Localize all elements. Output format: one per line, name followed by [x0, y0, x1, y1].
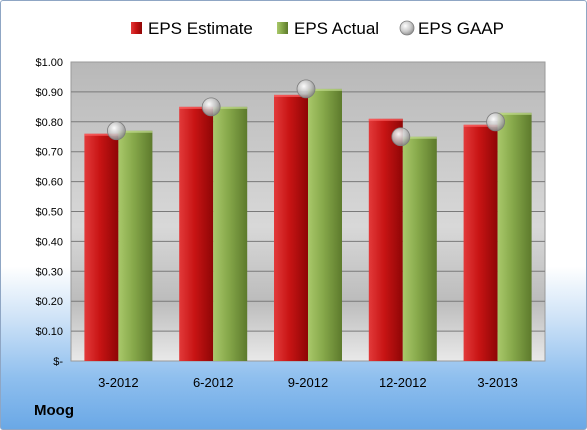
y-tick-label: $0.90	[35, 87, 63, 99]
y-tick-label: $0.70	[35, 147, 63, 159]
y-tick-label: $1.00	[35, 57, 63, 69]
y-tick-label: $0.40	[35, 236, 63, 248]
legend-label: EPS GAAP	[418, 19, 504, 38]
eps-estimate-bar-cap	[368, 118, 403, 121]
eps-estimate-bar-cap	[179, 106, 214, 109]
legend-swatch	[131, 22, 142, 34]
eps-estimate-bar-cap	[84, 133, 119, 136]
eps-actual-bar-cap	[118, 130, 153, 133]
eps-estimate-bar-cap	[274, 94, 308, 97]
eps-gaap-marker	[107, 121, 126, 141]
y-tick-label: $0.20	[35, 296, 63, 308]
eps-actual-bar	[402, 136, 437, 361]
legend-label: EPS Estimate	[148, 19, 253, 38]
eps-estimate-bar-cap	[463, 124, 498, 127]
eps-gaap-marker	[296, 79, 316, 99]
y-tick-label: $-	[53, 356, 63, 368]
company-name: Moog	[34, 402, 74, 419]
eps-gaap-marker	[486, 112, 506, 132]
x-tick-label: 9-2012	[288, 375, 328, 390]
y-tick-label: $0.50	[35, 207, 63, 219]
eps-actual-bar-cap	[402, 136, 437, 139]
eps-actual-bar-cap	[497, 112, 532, 115]
y-tick-label: $0.60	[35, 177, 63, 189]
eps-actual-bar	[497, 112, 532, 361]
legend-swatch	[399, 20, 415, 36]
legend-label: EPS Actual	[294, 19, 379, 38]
y-tick-label: $0.30	[35, 266, 63, 278]
eps-actual-bar-cap	[213, 106, 248, 109]
eps-estimate-bar	[368, 118, 403, 361]
x-tick-label: 6-2012	[193, 375, 233, 390]
y-tick-label: $0.80	[35, 117, 63, 129]
eps-estimate-bar	[463, 124, 498, 361]
eps-gaap-marker	[391, 127, 411, 147]
eps-actual-bar	[118, 130, 153, 361]
eps-gaap-marker	[201, 97, 221, 117]
eps-estimate-bar	[274, 94, 308, 361]
y-tick-label: $0.10	[35, 326, 63, 338]
eps-actual-bar	[308, 88, 342, 361]
x-tick-label: 3-2013	[477, 375, 517, 390]
x-tick-label: 3-2012	[98, 375, 138, 390]
eps-estimate-bar	[179, 106, 214, 361]
eps-estimate-bar	[84, 133, 119, 361]
eps-actual-bar-cap	[308, 88, 342, 91]
eps-actual-bar	[213, 106, 248, 361]
x-tick-label: 12-2012	[379, 375, 427, 390]
legend-swatch	[277, 22, 288, 34]
